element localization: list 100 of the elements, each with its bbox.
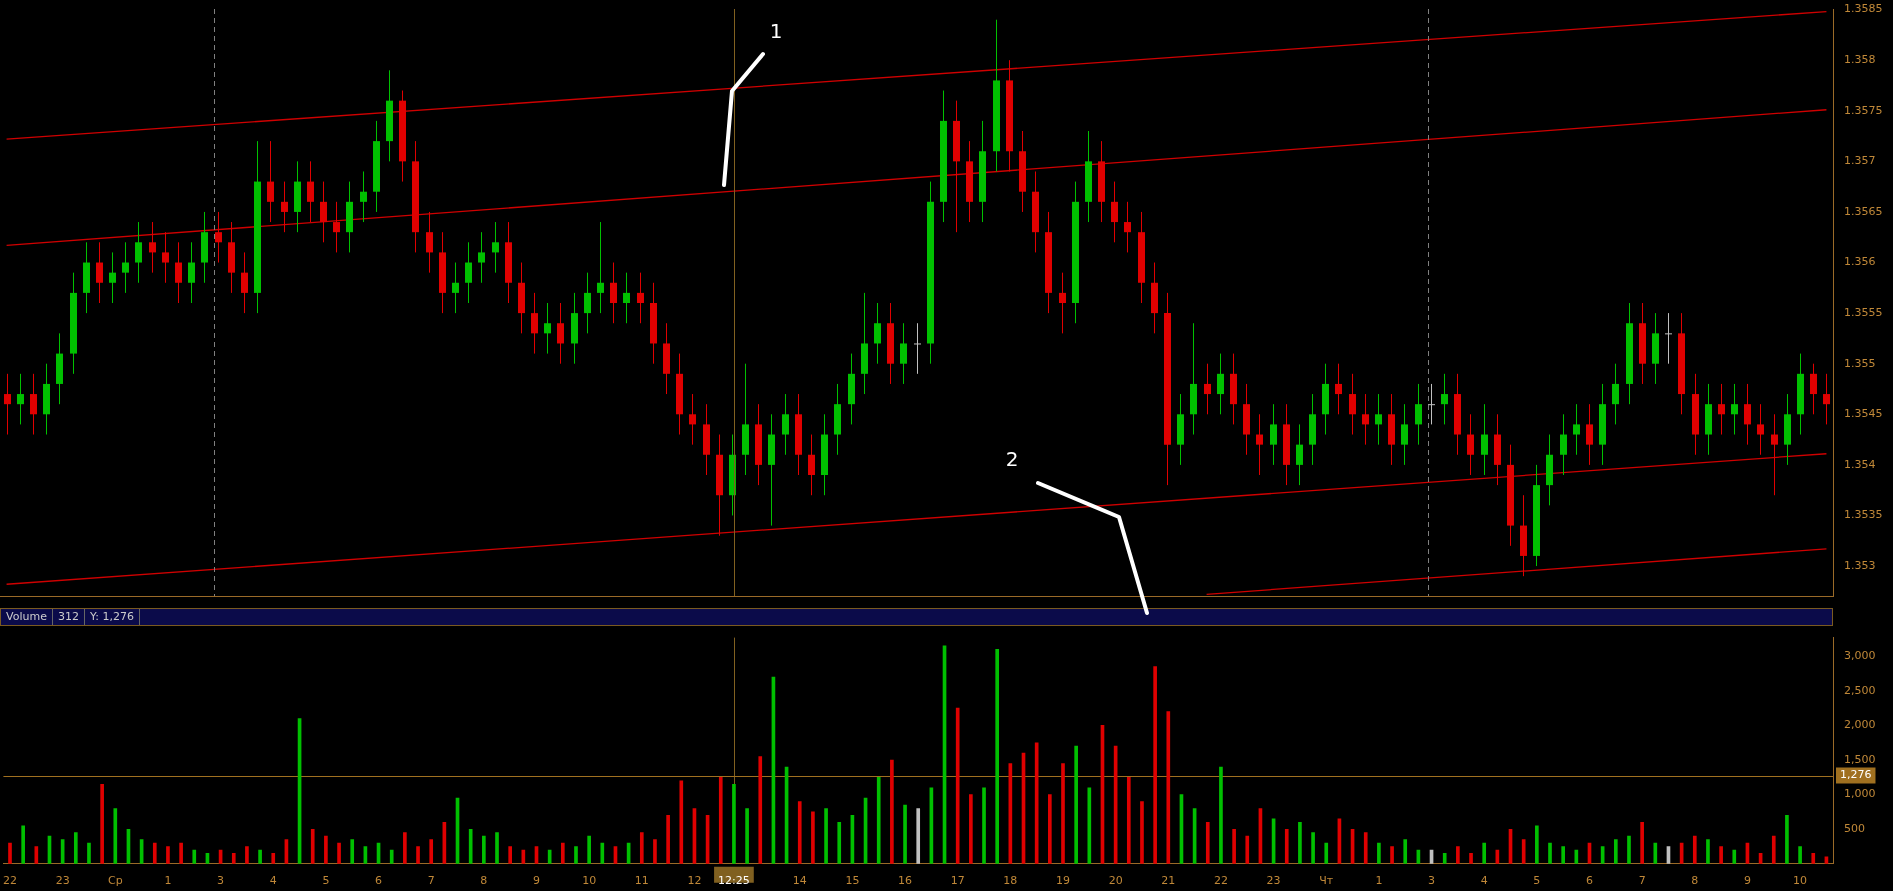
bar (113, 808, 118, 864)
x-tick-label: 22 (3, 874, 17, 888)
candlestick (1573, 403, 1580, 456)
candlestick (1296, 423, 1303, 486)
bar (34, 846, 39, 864)
x-tick-label: 12 (687, 874, 702, 888)
bar (245, 846, 249, 864)
bar (271, 853, 276, 864)
y-tick-label: 1.355 (1844, 356, 1876, 370)
candlestick (1441, 373, 1448, 425)
bar (482, 835, 486, 864)
bar (982, 787, 986, 864)
bar (1074, 745, 1078, 864)
y-tick-label: 3,000 (1844, 649, 1876, 663)
bar (1048, 794, 1052, 864)
annotation: 1 (769, 19, 783, 44)
bar (916, 808, 921, 864)
bar (745, 808, 749, 864)
bar (337, 842, 341, 864)
candlestick (320, 181, 327, 243)
y-tick-label: 1.3535 (1844, 508, 1883, 522)
candlestick (914, 322, 921, 375)
bar (258, 849, 262, 864)
candlestick (30, 373, 37, 436)
x-tick-label: 7 (427, 874, 435, 888)
x-tick-label: 4 (1480, 874, 1488, 888)
candlestick (1718, 383, 1725, 436)
candlestick (4, 373, 11, 436)
x-tick-label: 15 (845, 874, 860, 888)
y-tick-label: 1.353 (1844, 558, 1876, 572)
bar (192, 849, 197, 864)
candlestick (1349, 373, 1356, 436)
bar (1205, 821, 1210, 864)
x-tick-label: 6 (375, 874, 383, 888)
bar (1653, 842, 1658, 864)
y-tick-label: 1.3585 (1844, 2, 1883, 16)
candlestick (637, 272, 644, 324)
y-tick-label: 2,000 (1844, 718, 1876, 732)
bar (1377, 842, 1381, 864)
candlestick (452, 262, 459, 314)
x-tick-label: 14 (792, 874, 807, 888)
y-tick-label: 1.3555 (1844, 305, 1883, 319)
bar (1732, 849, 1737, 864)
bar (639, 832, 644, 864)
candlestick (426, 211, 433, 274)
y-tick-label: 1,000 (1844, 787, 1876, 801)
candlestick (1757, 403, 1764, 456)
candlestick (1428, 383, 1435, 425)
bar (1140, 801, 1144, 864)
candlestick (1586, 403, 1593, 466)
y-tick-label: 1.3565 (1844, 204, 1883, 218)
x-tick-label: 9 (1743, 874, 1751, 888)
bar (166, 846, 170, 864)
y-tick-label: 2,500 (1844, 683, 1876, 697)
candlestick (1204, 363, 1211, 415)
x-tick-label: 21 (1161, 874, 1176, 888)
candlestick (1375, 393, 1382, 446)
text: Y: 1,276 (84, 609, 140, 625)
chart-title: Volume (1, 609, 53, 625)
candlestick (1731, 383, 1738, 436)
candlestick (1415, 383, 1422, 446)
bar (1456, 846, 1460, 864)
candlestick (1467, 413, 1474, 476)
bar (1442, 853, 1447, 864)
bar (1153, 666, 1157, 864)
bar (876, 777, 881, 864)
bar (1706, 839, 1710, 864)
bar (1087, 787, 1092, 864)
candlestick (162, 231, 169, 284)
candlestick (623, 272, 630, 324)
bar (903, 804, 907, 864)
annotation: 2 (1005, 447, 1019, 472)
candlestick (17, 373, 24, 425)
y-tick-label: 500 (1844, 822, 1865, 836)
bar (679, 780, 684, 864)
bar (995, 649, 1000, 864)
bar (1771, 835, 1776, 864)
x-tick-label: Ср (107, 874, 123, 888)
x-tick-label: 9 (533, 874, 540, 888)
bar (797, 801, 802, 864)
candlestick (122, 241, 129, 294)
candlestick (96, 241, 103, 304)
x-tick-label: 6 (1585, 874, 1593, 888)
candlestick (531, 292, 538, 355)
candlestick (1401, 403, 1408, 466)
candlestick (215, 211, 222, 264)
bar (587, 835, 591, 864)
ref-line-label: 1,276 (1840, 768, 1872, 782)
x-tick-label: 17 (950, 874, 965, 888)
bar (1284, 828, 1289, 864)
candlestick (360, 170, 367, 223)
x-tick-label: 8 (1691, 874, 1699, 888)
candlestick (267, 140, 274, 223)
bar (1785, 815, 1789, 864)
bar (231, 853, 236, 864)
candlestick (874, 302, 881, 365)
candlestick (333, 201, 340, 253)
text: 312 (52, 609, 85, 625)
bar (666, 815, 670, 864)
x-tick-label: 11 (634, 874, 649, 888)
